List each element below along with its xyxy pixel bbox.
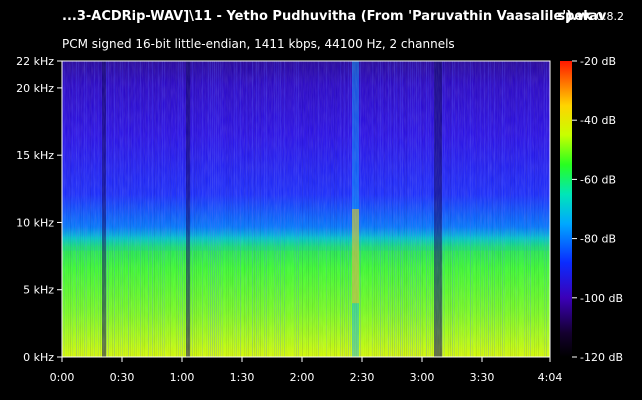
file-title: ...3-ACDRip-WAV]\11 - Yetho Pudhuvitha (…	[62, 9, 607, 24]
db-tick-label: -100 dB	[580, 292, 623, 305]
spectrogram-plot	[61, 60, 551, 358]
freq-tick-label: 20 kHz	[16, 82, 54, 95]
frequency-axis: 0 kHz 5 kHz 10 kHz 15 kHz 20 kHz 22 kHz	[16, 55, 62, 364]
db-tick-label: -120 dB	[580, 351, 623, 364]
app-label: spek 0.8.2	[557, 9, 624, 24]
app-version: 0.8.2	[596, 10, 624, 23]
db-tick-label: -80 dB	[580, 233, 616, 246]
freq-tick-label: 0 kHz	[23, 351, 54, 364]
time-tick-label: 3:30	[470, 371, 495, 384]
audio-info: PCM signed 16-bit little-endian, 1411 kb…	[62, 37, 455, 51]
time-axis: 0:00 0:30 1:00 1:30 2:00 2:30 3:00 3:30 4:04	[50, 357, 563, 384]
app-name: spek	[557, 9, 592, 24]
freq-tick-label: 5 kHz	[23, 284, 54, 297]
time-tick-label: 0:00	[50, 371, 75, 384]
color-scale-bar	[560, 61, 572, 357]
freq-tick-label: 22 kHz	[16, 55, 54, 68]
db-color-scale: -20 dB -40 dB -60 dB -80 dB -100 dB -120 dB	[560, 55, 623, 364]
time-tick-label: 4:04	[538, 371, 563, 384]
spectrogram-texture	[62, 61, 550, 357]
db-tick-label: -20 dB	[580, 55, 616, 68]
db-tick-label: -60 dB	[580, 173, 616, 186]
time-tick-label: 2:00	[290, 371, 315, 384]
db-tick-label: -40 dB	[580, 114, 616, 127]
freq-tick-label: 15 kHz	[16, 149, 54, 162]
time-tick-label: 2:30	[350, 371, 375, 384]
time-tick-label: 0:30	[110, 371, 135, 384]
freq-tick-label: 10 kHz	[16, 216, 54, 229]
time-tick-label: 1:00	[170, 371, 195, 384]
time-tick-label: 1:30	[230, 371, 255, 384]
plot-frame	[61, 60, 551, 358]
time-tick-label: 3:00	[410, 371, 435, 384]
